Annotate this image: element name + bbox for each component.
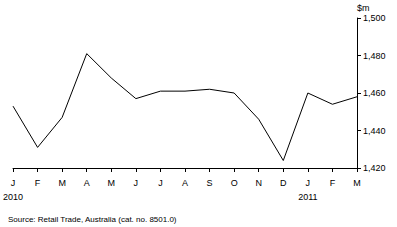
svg-text:1,440: 1,440 [363, 126, 386, 136]
svg-text:M: M [353, 178, 361, 188]
svg-text:J: J [158, 178, 163, 188]
svg-text:Source: Retail Trade, Australi: Source: Retail Trade, Australia (cat. no… [8, 215, 177, 224]
svg-text:A: A [182, 178, 188, 188]
svg-text:D: D [280, 178, 287, 188]
svg-text:2011: 2011 [298, 192, 317, 202]
svg-text:J: J [306, 178, 311, 188]
svg-text:J: J [134, 178, 139, 188]
svg-text:M: M [58, 178, 66, 188]
svg-text:F: F [35, 178, 41, 188]
svg-text:O: O [231, 178, 238, 188]
svg-text:J: J [11, 178, 16, 188]
svg-text:$m: $m [357, 3, 370, 13]
svg-text:N: N [255, 178, 262, 188]
svg-text:M: M [108, 178, 116, 188]
svg-text:2010: 2010 [3, 192, 23, 202]
svg-text:1,480: 1,480 [363, 51, 386, 61]
svg-text:1,500: 1,500 [363, 13, 386, 23]
svg-text:S: S [207, 178, 213, 188]
svg-text:A: A [84, 178, 90, 188]
svg-text:1,460: 1,460 [363, 88, 386, 98]
svg-text:F: F [330, 178, 336, 188]
svg-text:1,420: 1,420 [363, 163, 386, 173]
